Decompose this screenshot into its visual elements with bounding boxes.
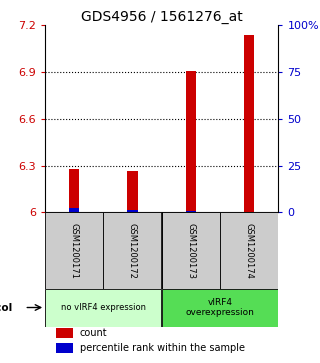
Bar — [244, 35, 254, 212]
Text: protocol: protocol — [0, 302, 13, 313]
Text: vIRF4
overexpression: vIRF4 overexpression — [186, 298, 254, 317]
Text: GSM1200172: GSM1200172 — [128, 223, 137, 278]
Bar — [69, 169, 79, 212]
Bar — [162, 212, 220, 289]
Title: GDS4956 / 1561276_at: GDS4956 / 1561276_at — [81, 11, 243, 24]
Bar — [45, 212, 103, 289]
Bar — [127, 210, 138, 212]
Bar — [186, 211, 196, 212]
Text: count: count — [80, 328, 108, 338]
Text: no vIRF4 expression: no vIRF4 expression — [61, 303, 146, 312]
Text: GSM1200174: GSM1200174 — [245, 223, 254, 278]
Bar — [220, 212, 278, 289]
Bar — [45, 289, 161, 326]
Bar — [57, 343, 73, 353]
Text: GSM1200171: GSM1200171 — [69, 223, 78, 278]
Bar — [127, 171, 138, 212]
Text: percentile rank within the sample: percentile rank within the sample — [80, 343, 245, 352]
Bar — [57, 328, 73, 338]
Bar — [69, 208, 79, 212]
Bar — [186, 71, 196, 212]
Bar — [162, 289, 278, 326]
Text: GSM1200173: GSM1200173 — [186, 223, 195, 278]
Bar — [103, 212, 161, 289]
